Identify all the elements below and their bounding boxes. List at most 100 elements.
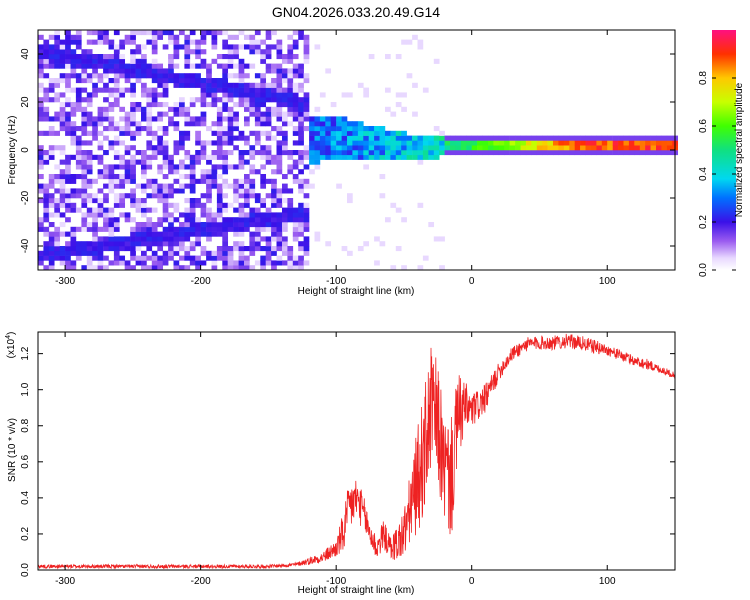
spectrogram-cell xyxy=(130,236,136,242)
spectrogram-cell xyxy=(395,207,402,213)
spectrogram-cell xyxy=(141,255,147,261)
spectrogram-cell xyxy=(260,39,267,45)
spectrogram-cell xyxy=(75,78,82,84)
spectrogram-cell xyxy=(81,97,88,103)
spectrogram-cell xyxy=(157,145,164,151)
spectrogram-cell xyxy=(119,116,126,122)
snr-y-ticks: 0.00.20.40.60.81.01.2 xyxy=(20,346,675,577)
spectrogram-cell xyxy=(119,58,126,64)
spectrogram-cell xyxy=(303,49,310,55)
spectrogram-cell xyxy=(108,54,115,60)
spectrogram-cell xyxy=(417,159,424,165)
spectrogram-cell xyxy=(417,154,424,160)
spectrogram-cell xyxy=(157,255,164,261)
spectrogram-cell xyxy=(244,140,250,146)
spectrogram-cell xyxy=(433,126,440,132)
spectrogram-cell xyxy=(303,126,310,132)
spectrogram-cell xyxy=(330,140,337,146)
spectrogram-cell xyxy=(265,63,272,69)
spectrogram-cell xyxy=(254,236,261,242)
spectrogram-cell xyxy=(211,92,218,98)
spectrogram-cell xyxy=(195,82,201,88)
spectrogram-cell xyxy=(70,106,77,112)
spectrogram-cell xyxy=(282,207,288,213)
spectrogram-cell xyxy=(103,135,109,141)
spectrogram-cell xyxy=(157,30,164,36)
spectrogram-cell xyxy=(249,97,256,103)
spectrogram-cell xyxy=(357,130,364,136)
spectrogram-cell xyxy=(92,30,98,36)
spectrogram-cell xyxy=(168,54,174,60)
spectrogram-cell xyxy=(271,63,277,69)
spectrogram-cell xyxy=(298,154,304,160)
spectrogram-cell xyxy=(211,250,218,256)
spectrogram-cell xyxy=(553,150,559,156)
spectrogram-cell xyxy=(119,202,126,208)
spectrogram-cell xyxy=(363,145,370,151)
spectrogram-cell xyxy=(222,63,229,69)
spectrogram-cell xyxy=(211,164,218,170)
spectrogram-cell xyxy=(43,97,50,103)
spectrogram-cell xyxy=(439,145,445,151)
spectrogram-cell xyxy=(271,97,277,103)
spectrogram-cell xyxy=(244,44,250,50)
spectrogram-cell xyxy=(303,44,310,50)
colorbar-tick-label: 0.8 xyxy=(698,71,709,85)
spectrogram-cell xyxy=(195,154,201,160)
spectrogram-cell xyxy=(282,222,288,228)
spectrogram-cell xyxy=(113,78,120,84)
spectrogram-cell xyxy=(303,193,310,199)
spectrogram-cell xyxy=(211,222,218,228)
spectrogram-cell xyxy=(260,82,267,88)
spectrogram-cell xyxy=(124,39,131,45)
spectrogram-cell xyxy=(282,58,288,64)
spectrogram-cell xyxy=(336,121,342,127)
spectrogram-cell xyxy=(363,87,370,93)
spectrogram-cell xyxy=(498,145,505,151)
spectrogram-cell xyxy=(151,73,158,79)
spectrogram-cell xyxy=(141,63,147,69)
spectrogram-cell xyxy=(254,73,261,79)
spectrogram-cell xyxy=(363,135,370,141)
spectrogram-cell xyxy=(444,150,451,156)
spectrogram-cell xyxy=(189,49,196,55)
spectrogram-cell xyxy=(162,198,169,204)
spectrogram-cell xyxy=(97,255,104,261)
spectrogram-cell xyxy=(466,140,473,146)
spectrogram-cell xyxy=(216,154,223,160)
spectrogram-cell xyxy=(292,111,299,117)
spectrogram-cell xyxy=(103,82,109,88)
spectrogram-cell xyxy=(157,246,164,252)
spectrogram-cell xyxy=(103,54,109,60)
spectrogram-cell xyxy=(168,30,174,36)
spectrogram-cell xyxy=(260,222,267,228)
spectrogram-cell xyxy=(179,265,185,271)
spectrogram-cell xyxy=(173,145,180,151)
spectrogram-cell xyxy=(298,222,304,228)
spectrogram-cell xyxy=(216,207,223,213)
spectrogram-cell xyxy=(113,82,120,88)
spectrogram-cell xyxy=(211,82,218,88)
spectrogram-cell xyxy=(319,135,326,141)
spectrogram-cell xyxy=(271,135,277,141)
spectrogram-cell xyxy=(422,145,429,151)
spectrogram-cell xyxy=(233,92,239,98)
spectrogram-cell xyxy=(59,260,66,266)
spectrogram-cell xyxy=(54,58,61,64)
spectrogram-cell xyxy=(92,82,98,88)
spectrogram-cell xyxy=(265,222,272,228)
spectrogram-cell xyxy=(162,78,169,84)
spectrogram-cell xyxy=(97,226,104,232)
spectrogram-cell xyxy=(70,226,77,232)
spectrogram-cell xyxy=(65,250,71,256)
spectrogram-cell xyxy=(108,39,115,45)
spectrogram-cell xyxy=(227,140,234,146)
spectrogram-cell xyxy=(347,130,353,136)
spectrogram-cell xyxy=(298,97,304,103)
spectrogram-cell xyxy=(238,73,245,79)
spectrogram-cell xyxy=(585,150,592,156)
spectrogram-cell xyxy=(54,226,61,232)
spectrogram-cell xyxy=(298,63,304,69)
spectrogram-cell xyxy=(59,169,66,175)
spectrogram-cell xyxy=(352,145,359,151)
